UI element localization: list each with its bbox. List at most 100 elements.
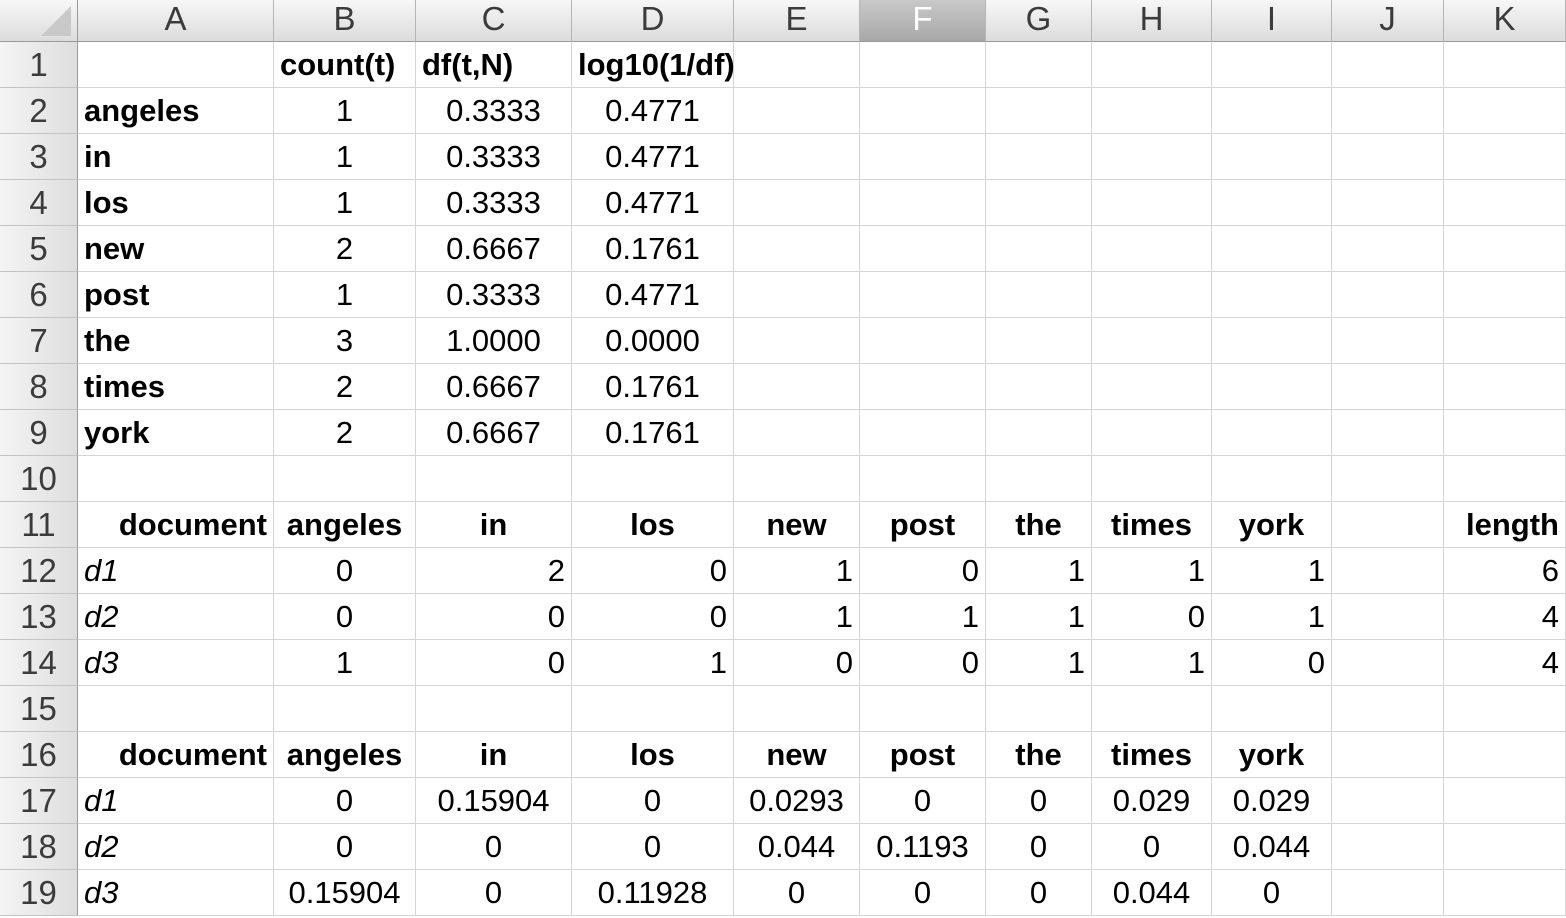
cell-b10[interactable] xyxy=(274,456,416,502)
cell-j9[interactable] xyxy=(1332,410,1444,456)
cell-h2[interactable] xyxy=(1092,88,1212,134)
cell-k3[interactable] xyxy=(1444,134,1566,180)
cell-k13[interactable]: 4 xyxy=(1444,594,1566,640)
cell-b18[interactable]: 0 xyxy=(274,824,416,870)
cell-g2[interactable] xyxy=(986,88,1092,134)
cell-i15[interactable] xyxy=(1212,686,1332,732)
cell-j2[interactable] xyxy=(1332,88,1444,134)
cell-d4[interactable]: 0.4771 xyxy=(572,180,734,226)
cell-j14[interactable] xyxy=(1332,640,1444,686)
cell-c13[interactable]: 0 xyxy=(416,594,572,640)
cell-a14[interactable]: d3 xyxy=(78,640,274,686)
cell-d1[interactable]: log10(1/df) xyxy=(572,42,735,88)
cell-e7[interactable] xyxy=(734,318,860,364)
cell-i5[interactable] xyxy=(1212,226,1332,272)
cell-b9[interactable]: 2 xyxy=(274,410,416,456)
cell-g3[interactable] xyxy=(986,134,1092,180)
cell-d17[interactable]: 0 xyxy=(572,778,734,824)
column-header-c[interactable]: C xyxy=(416,0,572,42)
cell-h17[interactable]: 0.029 xyxy=(1092,778,1212,824)
cell-c14[interactable]: 0 xyxy=(416,640,572,686)
cell-h11[interactable]: times xyxy=(1092,502,1212,548)
cell-j3[interactable] xyxy=(1332,134,1444,180)
cell-i1[interactable] xyxy=(1212,42,1332,88)
cell-k1[interactable] xyxy=(1444,42,1566,88)
cell-f7[interactable] xyxy=(860,318,986,364)
cell-a13[interactable]: d2 xyxy=(78,594,274,640)
cell-i14[interactable]: 0 xyxy=(1212,640,1332,686)
cell-f12[interactable]: 0 xyxy=(860,548,986,594)
cell-c11[interactable]: in xyxy=(416,502,572,548)
cell-f4[interactable] xyxy=(860,180,986,226)
cell-i6[interactable] xyxy=(1212,272,1332,318)
cell-d9[interactable]: 0.1761 xyxy=(572,410,734,456)
cell-c3[interactable]: 0.3333 xyxy=(416,134,572,180)
cell-b2[interactable]: 1 xyxy=(274,88,416,134)
cell-d6[interactable]: 0.4771 xyxy=(572,272,734,318)
cell-c19[interactable]: 0 xyxy=(416,870,572,916)
row-header-2[interactable]: 2 xyxy=(0,88,78,134)
cell-d16[interactable]: los xyxy=(572,732,734,778)
cell-f1[interactable] xyxy=(860,42,986,88)
cell-e12[interactable]: 1 xyxy=(734,548,860,594)
cell-i4[interactable] xyxy=(1212,180,1332,226)
cell-g5[interactable] xyxy=(986,226,1092,272)
cell-e8[interactable] xyxy=(734,364,860,410)
row-header-1[interactable]: 1 xyxy=(0,42,78,88)
cell-e14[interactable]: 0 xyxy=(734,640,860,686)
cell-g19[interactable]: 0 xyxy=(986,870,1092,916)
cell-e6[interactable] xyxy=(734,272,860,318)
cell-h15[interactable] xyxy=(1092,686,1212,732)
cell-h13[interactable]: 0 xyxy=(1092,594,1212,640)
cell-g13[interactable]: 1 xyxy=(986,594,1092,640)
row-header-17[interactable]: 17 xyxy=(0,778,78,824)
cell-g18[interactable]: 0 xyxy=(986,824,1092,870)
cell-h4[interactable] xyxy=(1092,180,1212,226)
cell-a2[interactable]: angeles xyxy=(78,88,274,134)
cell-d18[interactable]: 0 xyxy=(572,824,734,870)
cell-i16[interactable]: york xyxy=(1212,732,1332,778)
cell-a4[interactable]: los xyxy=(78,180,274,226)
cell-a9[interactable]: york xyxy=(78,410,274,456)
cell-d19[interactable]: 0.11928 xyxy=(572,870,734,916)
cell-e17[interactable]: 0.0293 xyxy=(734,778,860,824)
row-header-5[interactable]: 5 xyxy=(0,226,78,272)
cell-d7[interactable]: 0.0000 xyxy=(572,318,734,364)
row-header-15[interactable]: 15 xyxy=(0,686,78,732)
cell-k17[interactable] xyxy=(1444,778,1566,824)
cell-d5[interactable]: 0.1761 xyxy=(572,226,734,272)
cell-a15[interactable] xyxy=(78,686,274,732)
cell-h19[interactable]: 0.044 xyxy=(1092,870,1212,916)
cell-d15[interactable] xyxy=(572,686,734,732)
cell-h9[interactable] xyxy=(1092,410,1212,456)
cell-h7[interactable] xyxy=(1092,318,1212,364)
cell-g16[interactable]: the xyxy=(986,732,1092,778)
row-header-13[interactable]: 13 xyxy=(0,594,78,640)
cell-c8[interactable]: 0.6667 xyxy=(416,364,572,410)
row-header-12[interactable]: 12 xyxy=(0,548,78,594)
cell-h1[interactable] xyxy=(1092,42,1212,88)
cell-j5[interactable] xyxy=(1332,226,1444,272)
cell-k7[interactable] xyxy=(1444,318,1566,364)
cell-j1[interactable] xyxy=(1332,42,1444,88)
cell-b4[interactable]: 1 xyxy=(274,180,416,226)
row-header-7[interactable]: 7 xyxy=(0,318,78,364)
column-header-b[interactable]: B xyxy=(274,0,416,42)
cell-g17[interactable]: 0 xyxy=(986,778,1092,824)
cell-i9[interactable] xyxy=(1212,410,1332,456)
cell-a1[interactable] xyxy=(78,42,274,88)
cell-j19[interactable] xyxy=(1332,870,1444,916)
cell-e5[interactable] xyxy=(734,226,860,272)
cell-a3[interactable]: in xyxy=(78,134,274,180)
cell-j15[interactable] xyxy=(1332,686,1444,732)
cell-h16[interactable]: times xyxy=(1092,732,1212,778)
row-header-16[interactable]: 16 xyxy=(0,732,78,778)
cell-f9[interactable] xyxy=(860,410,986,456)
cell-g15[interactable] xyxy=(986,686,1092,732)
column-header-g[interactable]: G xyxy=(986,0,1092,42)
cell-k8[interactable] xyxy=(1444,364,1566,410)
cell-k2[interactable] xyxy=(1444,88,1566,134)
cell-f17[interactable]: 0 xyxy=(860,778,986,824)
cell-f6[interactable] xyxy=(860,272,986,318)
cell-k14[interactable]: 4 xyxy=(1444,640,1566,686)
